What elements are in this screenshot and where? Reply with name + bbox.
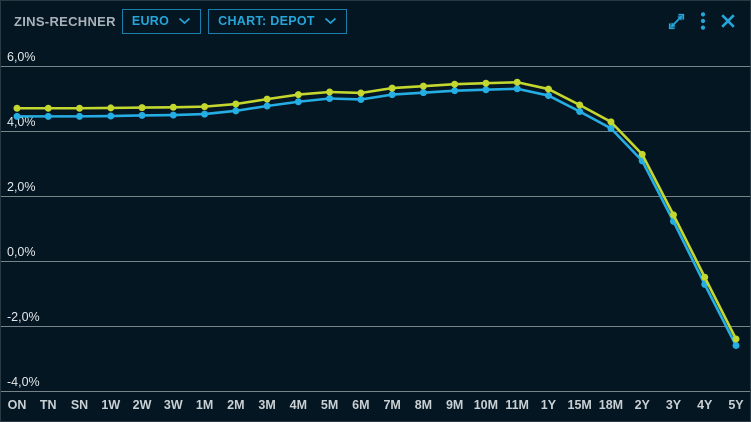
x-tick-label: 2M <box>227 398 244 412</box>
data-point-yellow <box>138 104 146 112</box>
x-tick-label: 4M <box>290 398 307 412</box>
y-tick-label: 0,0% <box>7 245 36 259</box>
x-tick-label: 11M <box>505 398 529 412</box>
x-tick-label: 3M <box>258 398 275 412</box>
data-point-yellow <box>638 150 646 158</box>
kebab-menu-icon[interactable] <box>700 11 706 31</box>
data-point-yellow <box>544 85 552 93</box>
data-point-blue <box>419 89 427 97</box>
data-point-yellow <box>232 100 240 108</box>
data-point-blue <box>513 85 521 93</box>
x-tick-label: 1M <box>196 398 213 412</box>
data-point-yellow <box>201 103 209 111</box>
y-tick-label: -2,0% <box>7 310 40 324</box>
data-point-blue <box>201 110 209 118</box>
data-point-blue <box>732 342 740 349</box>
data-point-yellow <box>669 211 677 219</box>
chart-type-dropdown[interactable]: CHART: DEPOT <box>208 8 347 34</box>
data-point-blue <box>388 91 396 99</box>
chevron-down-icon <box>324 17 337 25</box>
data-point-blue <box>357 95 365 103</box>
x-tick-label: SN <box>71 398 88 412</box>
data-point-blue <box>76 112 84 120</box>
x-tick-label: 15M <box>568 398 592 412</box>
x-tick-label: 10M <box>474 398 498 412</box>
data-point-blue <box>576 108 584 115</box>
chart-type-dropdown-label: CHART: DEPOT <box>218 14 315 28</box>
y-tick-label: 6,0% <box>7 50 36 64</box>
widget-title: ZINS-RECHNER <box>14 13 116 29</box>
x-tick-label: 1Y <box>541 398 557 412</box>
data-point-yellow <box>263 95 271 103</box>
widget-header: ZINS-RECHNER EURO CHART: DEPOT <box>1 1 750 41</box>
data-point-yellow <box>576 101 584 109</box>
yield-curve-chart[interactable]: 6,0% 4,0% 2,0% 0,0% -2,0% -4,0% ON TN SN 1W 2W 3W 1M… <box>1 41 750 421</box>
currency-dropdown-label: EURO <box>131 14 170 28</box>
data-point-yellow <box>44 104 52 112</box>
data-point-blue <box>44 112 52 120</box>
data-point-yellow <box>169 103 177 111</box>
data-point-yellow <box>513 78 521 86</box>
y-tick-label: 2,0% <box>7 180 36 194</box>
x-tick-label: 4Y <box>697 398 713 412</box>
chevron-down-icon <box>178 17 191 25</box>
expand-icon[interactable] <box>666 11 687 32</box>
data-point-blue <box>544 92 552 100</box>
data-point-yellow <box>76 104 84 112</box>
data-point-blue <box>607 124 615 132</box>
data-point-yellow <box>732 335 740 343</box>
data-point-blue <box>263 102 271 110</box>
data-point-yellow <box>13 104 21 112</box>
data-point-yellow <box>607 118 615 126</box>
data-point-blue <box>451 87 459 95</box>
data-point-blue <box>138 111 146 119</box>
x-tick-label: 5Y <box>728 398 744 412</box>
x-tick-label: 18M <box>599 398 623 412</box>
data-point-blue <box>294 98 302 106</box>
data-point-yellow <box>326 88 334 96</box>
x-tick-label: 2Y <box>635 398 651 412</box>
data-point-yellow <box>482 79 490 87</box>
x-tick-label: ON <box>8 398 27 412</box>
x-tick-label: 5M <box>321 398 338 412</box>
x-tick-label: 9M <box>446 398 463 412</box>
close-icon[interactable] <box>719 12 737 30</box>
data-point-yellow <box>701 273 709 281</box>
data-point-yellow <box>388 84 396 92</box>
data-point-blue <box>107 112 115 120</box>
data-point-yellow <box>357 89 365 97</box>
x-tick-label: TN <box>40 398 57 412</box>
data-point-yellow <box>107 104 115 112</box>
x-tick-label: 3W <box>164 398 183 412</box>
data-point-yellow <box>294 91 302 99</box>
data-point-yellow <box>419 82 427 90</box>
x-tick-label: 1W <box>101 398 120 412</box>
data-point-blue <box>169 111 177 119</box>
x-tick-label: 3Y <box>666 398 682 412</box>
data-point-blue <box>13 112 21 120</box>
x-tick-label: 7M <box>383 398 400 412</box>
y-tick-label: 4,0% <box>7 115 36 129</box>
data-point-blue <box>232 107 240 115</box>
currency-dropdown[interactable]: EURO <box>121 8 202 34</box>
y-tick-label: -4,0% <box>7 375 40 389</box>
x-tick-label: 2W <box>133 398 152 412</box>
x-tick-label: 6M <box>352 398 369 412</box>
data-point-blue <box>482 86 490 94</box>
series-line-blue <box>15 87 738 347</box>
header-icons <box>666 11 750 32</box>
series-line-yellow <box>15 80 738 341</box>
data-point-yellow <box>451 80 459 88</box>
data-point-blue <box>326 95 334 102</box>
x-tick-label: 8M <box>415 398 432 412</box>
